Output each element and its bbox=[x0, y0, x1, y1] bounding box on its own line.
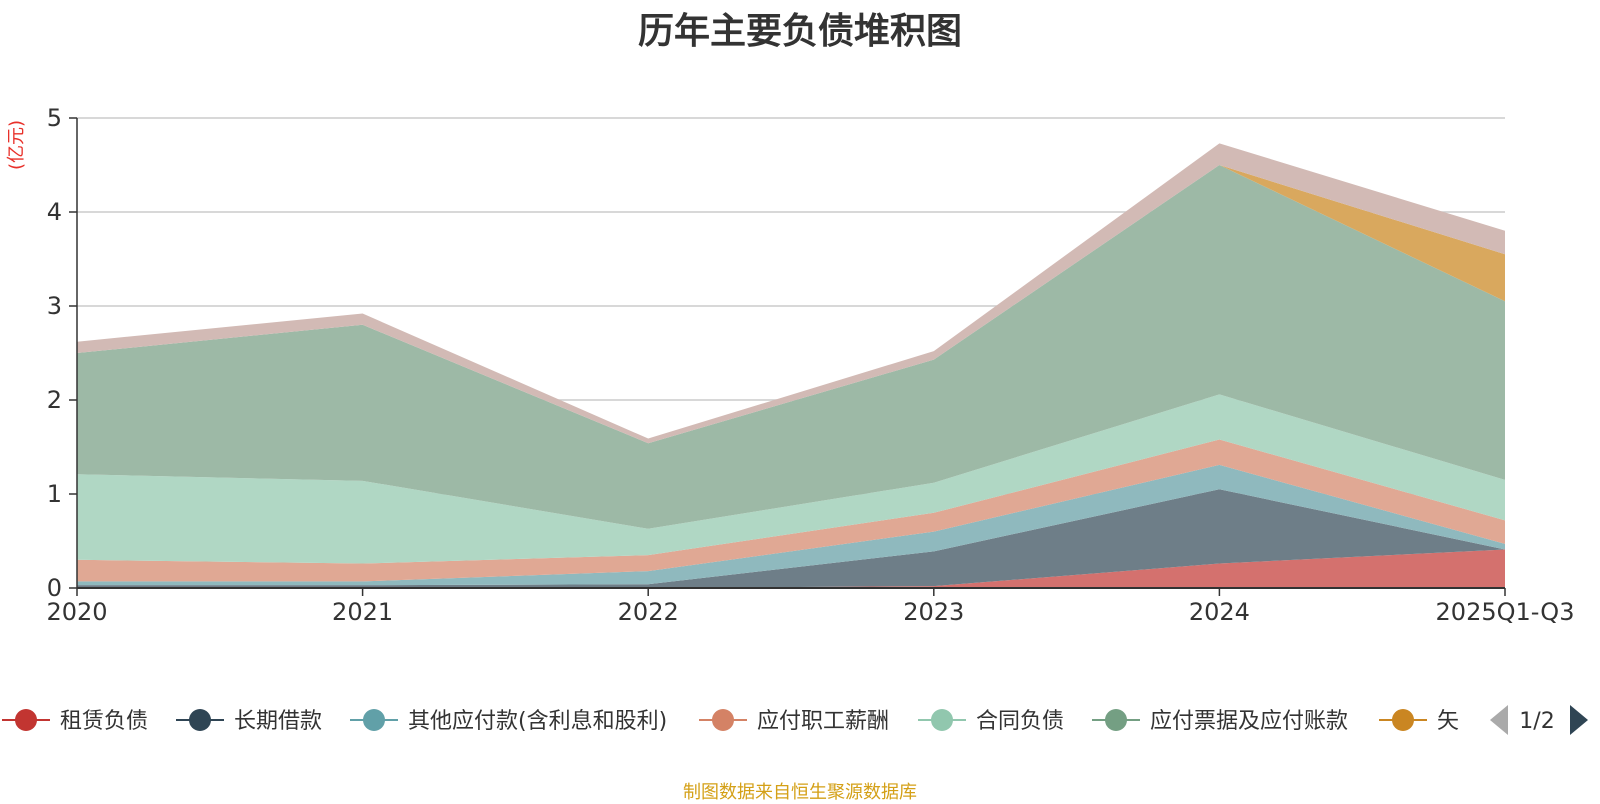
legend-page-indicator: 1/2 bbox=[1519, 709, 1554, 734]
legend-item[interactable]: 租赁负债 bbox=[2, 709, 148, 734]
area-series bbox=[77, 464, 1505, 586]
legend-marker-icon bbox=[189, 709, 211, 731]
source-note: 制图数据来自恒生聚源数据库 bbox=[683, 782, 917, 803]
x-tick-label: 2024 bbox=[1189, 598, 1250, 626]
legend-label: 应付票据及应付账款 bbox=[1150, 709, 1348, 734]
legend-label: 合同负债 bbox=[976, 709, 1064, 734]
legend-prev-icon[interactable] bbox=[1490, 705, 1508, 735]
legend-item[interactable]: 应付职工薪酬 bbox=[699, 709, 889, 734]
y-tick-label: 0 bbox=[47, 574, 62, 602]
legend-marker-icon bbox=[931, 709, 953, 731]
stacked-areas bbox=[77, 143, 1505, 588]
y-tick-label: 5 bbox=[47, 104, 62, 132]
area-series bbox=[77, 489, 1505, 588]
legend-item[interactable]: 长期借款 bbox=[176, 709, 322, 734]
legend-pager: 1/2 bbox=[1490, 705, 1588, 735]
legend-label: 租赁负债 bbox=[60, 709, 148, 734]
legend: 租赁负债 长期借款 其他应付款(含利息和股利) 应付职工薪酬 合同负债 应付票据及应付账款… bbox=[2, 709, 1459, 734]
legend-item[interactable]: 矢 bbox=[1379, 709, 1459, 734]
x-tick-label: 2025Q1-Q3 bbox=[1436, 598, 1575, 626]
y-tick-label: 2 bbox=[47, 386, 62, 414]
legend-marker-icon bbox=[712, 709, 734, 731]
legend-label: 矢 bbox=[1437, 709, 1459, 734]
legend-marker-icon bbox=[15, 709, 37, 731]
axes: 0 1 2 3 4 5 2020 2021 2022 2023 2024 2025Q1-Q3 bbox=[46, 104, 1574, 626]
legend-label: 长期借款 bbox=[234, 709, 322, 734]
chart-title: 历年主要负债堆积图 bbox=[637, 10, 962, 51]
legend-label: 应付职工薪酬 bbox=[757, 709, 889, 734]
x-tick-label: 2022 bbox=[618, 598, 679, 626]
y-axis-label: (亿元) bbox=[6, 120, 27, 170]
x-tick-label: 2021 bbox=[332, 598, 393, 626]
legend-item[interactable]: 其他应付款(含利息和股利) bbox=[350, 709, 667, 734]
y-tick-label: 1 bbox=[47, 480, 62, 508]
area-series bbox=[77, 394, 1505, 564]
y-tick-label: 4 bbox=[47, 198, 62, 226]
legend-marker-icon bbox=[1105, 709, 1127, 731]
legend-marker-icon bbox=[363, 709, 385, 731]
legend-next-icon[interactable] bbox=[1570, 705, 1588, 735]
legend-label: 其他应付款(含利息和股利) bbox=[408, 709, 667, 734]
x-tick-label: 2023 bbox=[903, 598, 964, 626]
legend-item[interactable]: 合同负债 bbox=[918, 709, 1064, 734]
legend-item[interactable]: 应付票据及应付账款 bbox=[1092, 709, 1348, 734]
area-series bbox=[77, 549, 1505, 588]
legend-marker-icon bbox=[1392, 709, 1414, 731]
y-tick-label: 3 bbox=[47, 292, 62, 320]
area-series bbox=[77, 165, 1505, 529]
area-series bbox=[77, 439, 1505, 582]
x-tick-label: 2020 bbox=[46, 598, 107, 626]
